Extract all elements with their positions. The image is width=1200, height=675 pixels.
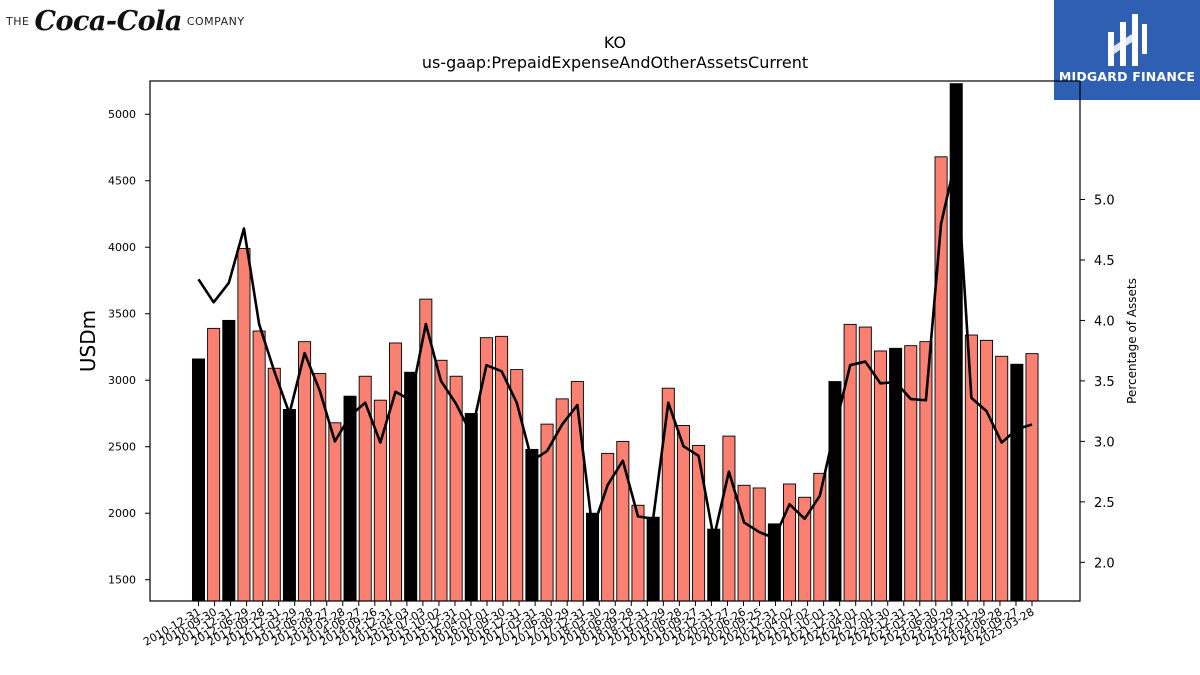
bar-2014-03-28: [389, 342, 403, 602]
brand-mark-icon: [1108, 14, 1147, 66]
y2-tick-label: 2.0: [1094, 556, 1115, 571]
y-tick-label: 3000: [108, 374, 136, 387]
bar-2016-12-31: [555, 398, 569, 602]
series-line-percentage: [197, 155, 1033, 540]
bar-2020-09-25: [783, 483, 797, 602]
bar-2020-03-27: [752, 487, 766, 602]
bar-2024-09-27: [1025, 353, 1039, 602]
bar-2018-12-31: [676, 425, 690, 602]
bar-2015-10-02: [479, 337, 493, 602]
bar-2011-12-31: [252, 330, 266, 602]
y-tick-label: 1500: [108, 574, 136, 587]
y2-tick-label: 2.5: [1094, 496, 1115, 511]
y-tick-label: 4500: [108, 175, 136, 188]
bar-2019-12-31: [737, 484, 751, 602]
bars-group: [191, 83, 1039, 602]
bar-2019-06-28: [707, 528, 721, 602]
chart-title: KO: [604, 33, 626, 52]
bar-2015-07-03: [464, 413, 478, 602]
bar-2024-03-29: [995, 355, 1009, 602]
bar-2023-09-29: [964, 334, 978, 602]
y2-tick-label: 4.5: [1094, 254, 1115, 269]
y2-tick-label: 3.0: [1094, 435, 1115, 450]
x-axis: 2010-12-312010-09-302011-12-312012-06-29…: [141, 601, 1037, 649]
bar-2016-07-01: [525, 448, 539, 602]
y-tick-label: 5000: [108, 108, 136, 121]
company-logo-prefix: THE: [6, 14, 30, 28]
chart-subtitle: us-gaap:PrepaidExpenseAndOtherAssetsCurr…: [422, 53, 808, 72]
bar-2022-09-30: [904, 345, 918, 602]
bar-2011-09-30: [237, 248, 251, 602]
bar-2014-12-31: [434, 359, 448, 602]
y2-tick-label: 4.0: [1094, 314, 1115, 329]
y-axis-label: USDm: [76, 310, 100, 372]
bar-2011-07-01: [222, 319, 236, 602]
bar-2011-04-01: [207, 327, 221, 602]
bar-2013-06-28: [343, 395, 357, 602]
bar-2019-09-27: [722, 435, 736, 602]
company-logo-script: Coca-Cola: [34, 5, 182, 37]
bar-2015-12-31: [495, 335, 509, 602]
y2-tick-label: 5.0: [1094, 194, 1115, 209]
bar-2012-03-30: [267, 367, 281, 602]
bar-2013-03-29: [328, 422, 342, 602]
bar-2024-06-28: [1010, 363, 1024, 602]
bar-2022-12-31: [919, 341, 933, 602]
company-logo: THE Coca-Cola COMPANY: [6, 2, 245, 40]
bar-2010-12-31: [191, 358, 206, 602]
bar-2013-09-27: [358, 375, 372, 602]
brand-name: MIDGARD FINANCE: [1058, 69, 1196, 84]
y-tick-label: 2500: [108, 441, 136, 454]
y2-tick-label: 3.5: [1094, 375, 1115, 390]
brand-logo: MIDGARD FINANCE: [1054, 0, 1200, 100]
y-tick-label: 4000: [108, 241, 136, 254]
y-axis-right: 2.0 2.5 3.0 3.5 4.0 4.5 5.0: [1080, 194, 1115, 571]
bar-2023-12-31: [980, 339, 994, 602]
bar-2018-09-28: [661, 387, 675, 602]
y-tick-label: 2000: [108, 507, 136, 520]
bar-2018-03-30: [631, 504, 645, 602]
bar-2018-06-29: [646, 516, 660, 602]
bar-2012-06-29: [282, 409, 296, 602]
bar-2012-09-28: [298, 341, 312, 602]
bar-2019-03-29: [692, 444, 706, 602]
bar-2017-09-29: [601, 452, 615, 602]
bar-2014-06-27: [404, 371, 418, 602]
bar-2022-04-01: [873, 350, 887, 602]
company-logo-suffix: COMPANY: [186, 14, 245, 28]
y-axis-left: 1500 2000 2500 3000 3500 4000 4500 5000: [108, 108, 150, 587]
y2-axis-label: Percentage of Assets: [1125, 278, 1139, 404]
y-tick-label: 3500: [108, 308, 136, 321]
